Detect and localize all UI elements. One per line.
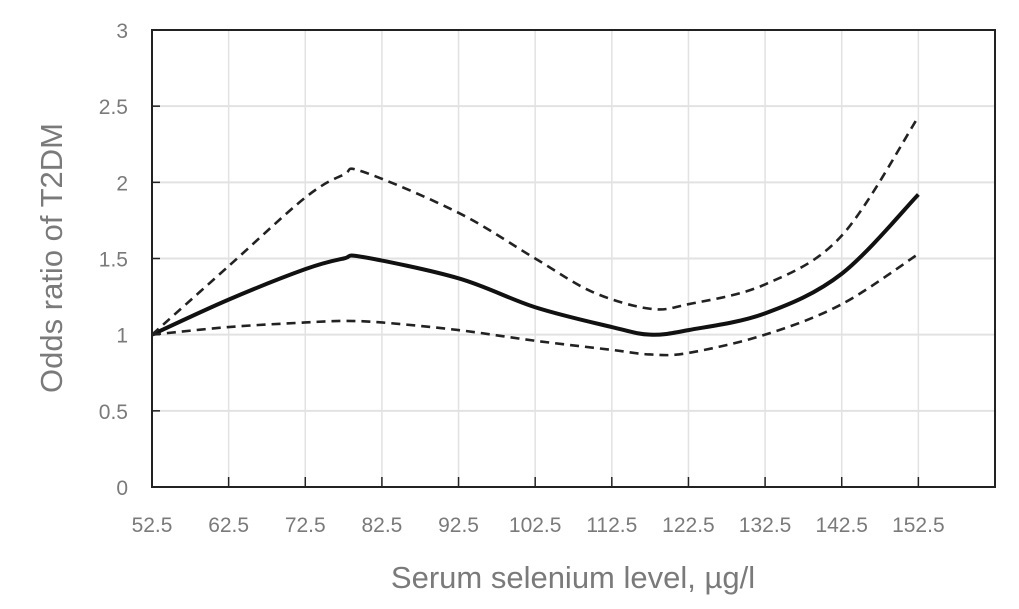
y-tick-label: 0.5 bbox=[99, 401, 128, 424]
x-axis-ticks: 52.5 62.5 72.5 82.5 92.5 102.5 112.5 122.5 132.5… bbox=[132, 477, 945, 537]
y-tick-label: 1 bbox=[116, 325, 128, 348]
y-tick-label: 2.5 bbox=[99, 96, 128, 119]
series-upper-95-ci bbox=[151, 116, 920, 336]
grid bbox=[151, 30, 995, 487]
x-tick-label: 82.5 bbox=[361, 514, 402, 537]
x-tick-label: 92.5 bbox=[438, 514, 479, 537]
series-lower-95-ci bbox=[151, 252, 920, 357]
x-tick-label: 72.5 bbox=[285, 514, 326, 537]
y-tick-label: 0 bbox=[116, 477, 128, 500]
y-axis-ticks: 0 0.5 1 1.5 2 2.5 3 bbox=[99, 20, 160, 500]
y-axis-label: Odds ratio of T2DM bbox=[34, 123, 69, 393]
x-tick-label: 52.5 bbox=[132, 514, 173, 537]
series-odds-ratio bbox=[151, 193, 920, 337]
series-lines bbox=[151, 116, 920, 357]
y-tick-label: 2 bbox=[116, 172, 128, 195]
x-tick-label: 62.5 bbox=[208, 514, 249, 537]
y-tick-label: 1.5 bbox=[99, 249, 128, 272]
x-tick-label: 132.5 bbox=[739, 514, 792, 537]
y-tick-label: 3 bbox=[116, 20, 128, 43]
x-tick-label: 122.5 bbox=[662, 514, 715, 537]
x-tick-label: 142.5 bbox=[815, 514, 868, 537]
x-tick-label: 152.5 bbox=[892, 514, 945, 537]
x-tick-label: 112.5 bbox=[586, 514, 637, 537]
x-tick-label: 102.5 bbox=[509, 514, 562, 537]
x-axis-label: Serum selenium level, µg/l bbox=[391, 560, 755, 595]
